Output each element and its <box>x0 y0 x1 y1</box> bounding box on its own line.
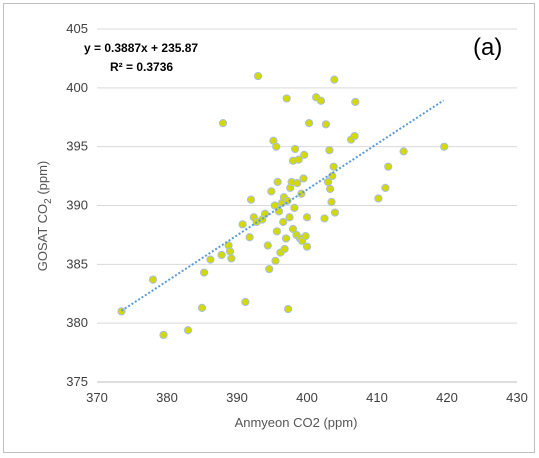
data-point <box>293 179 302 188</box>
data-point <box>284 304 293 314</box>
data-point <box>302 242 312 251</box>
data-point <box>148 275 158 284</box>
data-point <box>218 119 228 128</box>
data-point <box>206 255 215 264</box>
data-point <box>200 268 209 277</box>
data-point <box>290 203 299 212</box>
x-tick-labels: 370 380 390 400 410 420 430 <box>86 390 528 405</box>
y-axis-title-main: GOSAT CO <box>35 204 50 271</box>
data-point <box>330 208 340 217</box>
data-point <box>241 297 250 307</box>
data-point <box>300 150 309 160</box>
gridlines <box>97 28 517 383</box>
y-tick-label: 385 <box>66 256 88 271</box>
data-point <box>263 241 272 250</box>
data-point <box>117 307 126 316</box>
x-tick-label: 370 <box>86 390 108 405</box>
data-point <box>384 162 393 171</box>
y-tick-labels: 375 380 385 390 395 400 405 <box>66 21 88 389</box>
data-point <box>440 142 449 151</box>
y-tick-label: 405 <box>66 21 88 36</box>
data-point <box>270 201 279 210</box>
data-point <box>225 247 235 256</box>
data-point <box>381 183 390 192</box>
data-point <box>280 244 289 254</box>
chart-frame: 375 380 385 390 395 400 405 370 380 390 400 410 420… <box>3 3 535 453</box>
data-point <box>321 120 330 129</box>
y-tick-label: 390 <box>66 198 88 213</box>
x-tick-label: 390 <box>226 390 248 405</box>
x-tick-label: 420 <box>436 390 458 405</box>
data-point <box>197 303 207 312</box>
data-point <box>299 174 308 183</box>
r-squared-label: R² = 0.3736 <box>110 60 173 74</box>
data-point <box>327 197 336 207</box>
data-point <box>329 162 338 171</box>
data-point <box>316 96 326 105</box>
data-point <box>246 195 256 204</box>
data-point <box>272 227 281 236</box>
data-point <box>272 142 281 151</box>
x-tick-label: 380 <box>156 390 178 405</box>
data-point <box>227 254 236 263</box>
data-point <box>253 71 263 81</box>
data-point <box>245 233 254 242</box>
data-point <box>159 330 168 340</box>
data-point <box>279 217 288 227</box>
data-point <box>399 147 408 156</box>
data-point <box>294 155 303 164</box>
x-axis-title: Anmyeon CO2 (ppm) <box>235 415 358 430</box>
data-point <box>326 184 335 194</box>
data-point <box>217 250 226 260</box>
data-point <box>305 119 314 128</box>
data-point <box>302 213 312 222</box>
data-point <box>282 94 291 103</box>
data-point <box>325 146 334 155</box>
x-tick-label: 410 <box>366 390 388 405</box>
trendline-equation: y = 0.3887x + 235.87 <box>84 41 198 55</box>
data-point <box>330 75 339 84</box>
data-point <box>288 224 298 234</box>
data-point <box>350 131 359 141</box>
trendline <box>120 99 445 312</box>
panel-label: (a) <box>473 34 502 61</box>
data-point <box>328 171 337 181</box>
data-point <box>238 220 247 229</box>
data-point <box>281 234 291 243</box>
x-tick-label: 430 <box>506 390 528 405</box>
scatter-chart: 375 380 385 390 395 400 405 370 380 390 400 410 420… <box>35 21 528 430</box>
data-point <box>320 214 329 223</box>
data-point <box>183 326 193 335</box>
y-tick-label: 395 <box>66 139 88 154</box>
y-tick-label: 400 <box>66 80 88 95</box>
data-point <box>265 264 274 274</box>
data-point <box>301 231 310 241</box>
y-axis-title-subscript: 2 <box>43 198 54 204</box>
y-axis-title-unit: (ppm) <box>35 161 50 199</box>
data-point <box>351 97 360 107</box>
y-tick-label: 380 <box>66 315 88 330</box>
data-point <box>273 177 282 187</box>
data-point <box>271 256 280 265</box>
y-tick-label: 375 <box>66 374 88 389</box>
data-point <box>285 213 294 222</box>
y-axis-title: GOSAT CO2 (ppm) <box>35 161 54 272</box>
data-point <box>374 194 383 203</box>
data-point <box>267 187 276 196</box>
data-point <box>291 144 300 154</box>
x-tick-label: 400 <box>296 390 318 405</box>
